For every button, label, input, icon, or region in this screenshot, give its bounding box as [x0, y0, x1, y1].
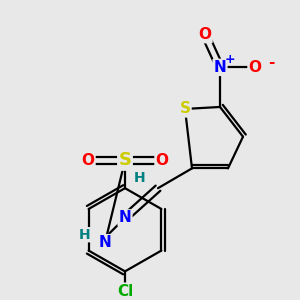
- Text: O: O: [199, 27, 212, 42]
- Text: N: N: [214, 60, 226, 75]
- Text: S: S: [179, 101, 191, 116]
- Text: O: O: [82, 153, 94, 168]
- Text: N: N: [99, 235, 111, 250]
- Text: Cl: Cl: [117, 284, 133, 299]
- Text: S: S: [118, 152, 131, 169]
- Text: O: O: [155, 153, 169, 168]
- Text: -: -: [268, 55, 274, 70]
- Text: H: H: [134, 171, 146, 185]
- Text: H: H: [79, 228, 91, 242]
- Text: N: N: [118, 210, 131, 225]
- Text: O: O: [248, 60, 262, 75]
- Text: +: +: [225, 53, 235, 66]
